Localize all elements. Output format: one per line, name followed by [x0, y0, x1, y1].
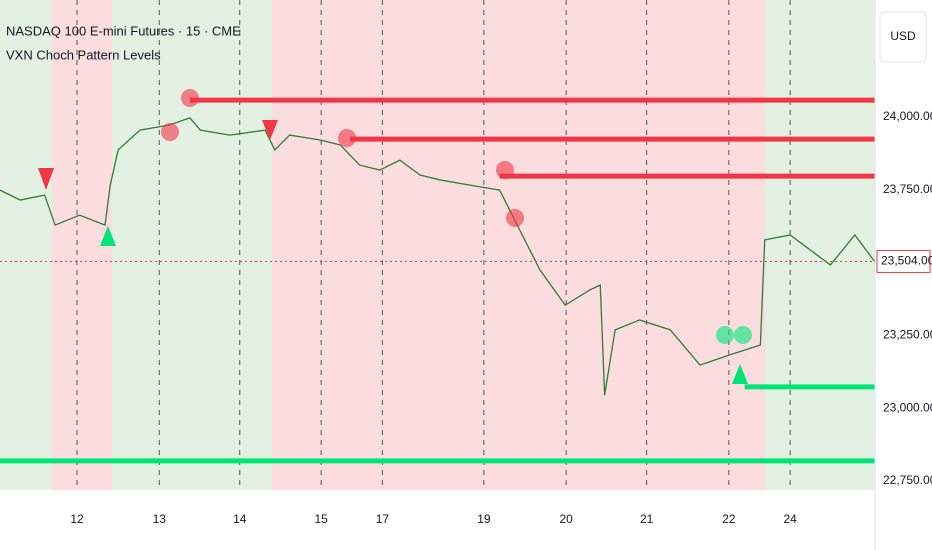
x-tick-label: 17	[376, 512, 390, 526]
y-tick-label: 24,000.00	[883, 109, 932, 123]
x-tick-label: 22	[722, 512, 736, 526]
x-tick-label: 15	[314, 512, 328, 526]
price-axis	[875, 0, 932, 550]
currency[interactable]: USD	[890, 29, 916, 43]
indicator-name: VXN Choch Pattern Levels	[6, 47, 161, 62]
x-tick-label: 14	[233, 512, 247, 526]
signal-markers	[38, 89, 752, 384]
chart-title: NASDAQ 100 E-mini Futures · 15 · CME	[6, 23, 241, 38]
time-axis	[0, 490, 932, 550]
price-line	[0, 117, 876, 396]
last-price-box	[876, 249, 931, 273]
x-tick-label: 21	[640, 512, 654, 526]
y-tick-label: 23,000.00	[883, 400, 932, 414]
session-shading	[0, 0, 875, 490]
x-tick-label: 24	[783, 512, 797, 526]
currency-box[interactable]	[879, 11, 927, 63]
x-tick-label: 13	[153, 512, 167, 526]
x-tick-label: 12	[70, 512, 84, 526]
y-tick-label: 22,750.00	[883, 473, 932, 487]
y-tick-label: 23,750.00	[883, 182, 932, 196]
x-tick-label: 19	[477, 512, 491, 526]
last-price-label: 23,504.00	[881, 254, 932, 268]
y-tick-label: 23,250.00	[883, 328, 932, 342]
x-tick-label: 20	[559, 512, 573, 526]
